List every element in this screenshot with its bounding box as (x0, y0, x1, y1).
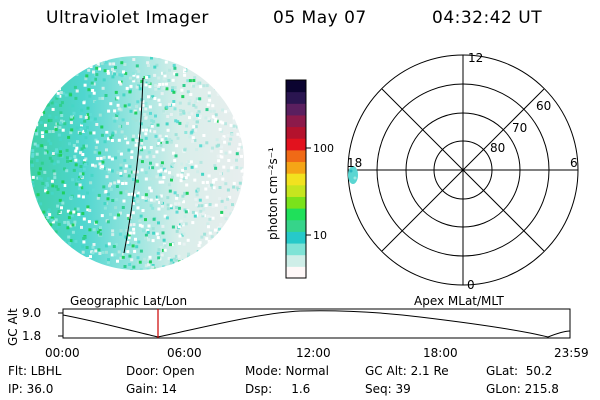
mlt-label-0: 0 (467, 278, 475, 292)
xtick-1200: 12:00 (296, 346, 331, 360)
colorbar-band (286, 254, 306, 267)
mlt-label-18: 18 (347, 156, 362, 170)
xtick-1800: 18:00 (423, 346, 458, 360)
colorbar-scale (286, 80, 306, 279)
colorbar-band (286, 80, 306, 93)
door-label: Door: Open (126, 364, 195, 378)
terminator-line (123, 77, 144, 254)
xtick-0600: 06:00 (167, 346, 202, 360)
colorbar-band (286, 91, 306, 104)
colorbar-band (286, 184, 306, 197)
colorbar-band (286, 173, 306, 186)
date-label: 05 May 07 (273, 8, 367, 28)
glat-label: GLat: 50.2 (486, 364, 553, 378)
mlt-label-12: 12 (468, 51, 483, 65)
altitude-curve (62, 310, 571, 338)
colorbar-band (286, 231, 306, 244)
gain-label: Gain: 14 (126, 382, 177, 396)
colorbar-band (286, 266, 306, 279)
dsp-label: Dsp: 1.6 (245, 382, 311, 396)
colorbar-band (286, 161, 306, 174)
colorbar-band (286, 138, 306, 151)
instrument-title: Ultraviolet Imager (46, 8, 209, 28)
ytick-9: 9.0 (22, 306, 41, 320)
time-label: 04:32:42 UT (432, 8, 543, 28)
mode-label: Mode: Normal (245, 364, 329, 378)
ip-label: IP: 36.0 (8, 382, 54, 396)
lat-label-70: 70 (512, 121, 527, 135)
colorbar-band (286, 243, 306, 256)
colorbar-band (286, 103, 306, 116)
timeline-ylabel: GC Alt (6, 308, 20, 346)
gc-alt-label: GC Alt: 2.1 Re (365, 364, 449, 378)
colorbar-label: photon cm⁻²s⁻¹ (266, 147, 280, 240)
seq-label: Seq: 39 (365, 382, 411, 396)
colorbar-band (286, 219, 306, 232)
xtick-0000: 00:00 (45, 346, 80, 360)
xtick-2359: 23:59 (554, 346, 589, 360)
ytick-1.8: 1.8 (22, 329, 41, 343)
colorbar-band (286, 196, 306, 209)
timeline-right-caption: Apex MLat/MLT (414, 294, 504, 308)
lat-label-80: 80 (490, 141, 505, 155)
colorbar-band (286, 208, 306, 221)
colorbar-band (286, 114, 306, 128)
colorbar-tick-10: 10 (313, 229, 327, 242)
mlt-label-6: 6 (570, 156, 578, 170)
colorbar-band (286, 126, 306, 139)
lat-label-60: 60 (536, 99, 551, 113)
colorbar-band (286, 149, 306, 163)
glon-label: GLon: 215.8 (486, 382, 559, 396)
colorbar-tick-100: 100 (313, 142, 334, 155)
timeline-left-caption: Geographic Lat/Lon (70, 294, 188, 308)
filter-label: Flt: LBHL (8, 364, 62, 378)
